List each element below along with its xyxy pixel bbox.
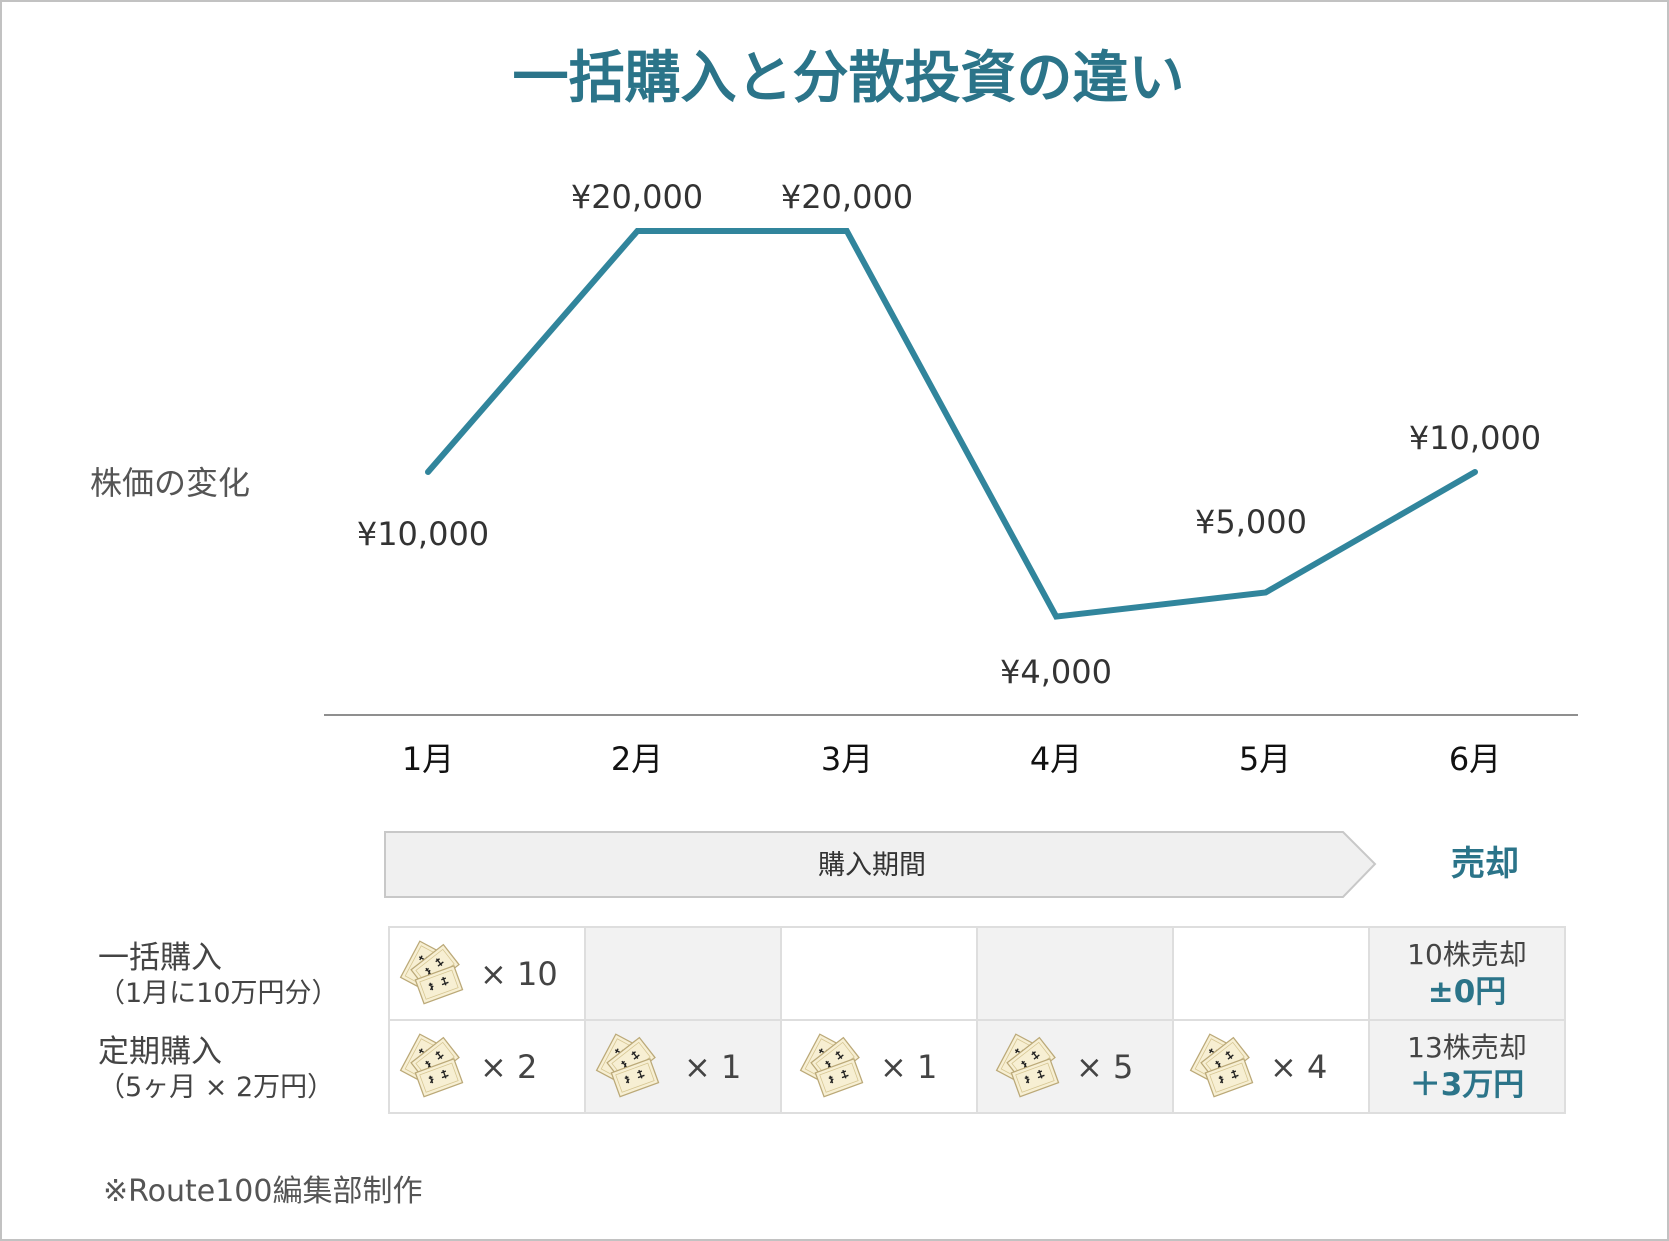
data-label-apr: ¥4,000 xyxy=(1000,653,1112,691)
price-line xyxy=(425,228,1478,620)
stock-certificate-icon xyxy=(994,1030,1072,1104)
row-sublabel-lump-sum: （1月に10万円分） xyxy=(98,978,339,1009)
purchase-count: × 10 xyxy=(480,954,558,993)
cell-mar xyxy=(780,926,978,1021)
cell-sell: 10株売却 ±0円 xyxy=(1368,926,1566,1021)
data-label-jan: ¥10,000 xyxy=(356,515,490,553)
sell-count: 10株売却 xyxy=(1407,937,1527,971)
page-title: 一括購入と分散投資の違い xyxy=(512,46,1185,111)
sell-count: 13株売却 xyxy=(1407,1030,1527,1064)
cell-feb xyxy=(584,926,782,1021)
cell-apr: × 5 xyxy=(976,1019,1174,1114)
stock-certificate-icon xyxy=(594,1030,672,1104)
x-tick-apr: 4月 xyxy=(1029,740,1083,778)
cell-jan: × 10 xyxy=(388,926,586,1021)
cell-feb: × 1 xyxy=(584,1019,782,1114)
x-axis-line xyxy=(324,714,1578,716)
data-label-jun: ¥10,000 xyxy=(1408,419,1542,457)
cell-apr xyxy=(976,926,1174,1021)
sell-result: ＋3万円 xyxy=(1409,1066,1525,1103)
table-row-periodic: × 2 × 1 × 1 × 5 xyxy=(388,1019,1566,1114)
cell-sell: 13株売却 ＋3万円 xyxy=(1368,1019,1566,1114)
row-sublabel-periodic: （5ヶ月 × 2万円） xyxy=(98,1072,335,1103)
x-tick-may: 5月 xyxy=(1238,740,1292,778)
purchase-table: × 10 10株売却 ±0円 × 2 × 1 xyxy=(388,926,1566,1114)
stock-certificate-icon xyxy=(798,1030,876,1104)
data-label-may: ¥5,000 xyxy=(1195,503,1307,541)
chart-y-label: 株価の変化 xyxy=(90,464,251,502)
table-row-lump-sum: × 10 10株売却 ±0円 xyxy=(388,926,1566,1021)
data-label-feb: ¥20,000 xyxy=(570,178,704,216)
purchase-count: × 2 xyxy=(480,1047,538,1086)
purchase-count: × 1 xyxy=(880,1047,938,1086)
stock-certificate-icon xyxy=(398,937,476,1011)
purchase-count: × 5 xyxy=(1076,1047,1134,1086)
data-label-mar: ¥20,000 xyxy=(780,178,914,216)
row-label-lump-sum: 一括購入 xyxy=(98,940,222,976)
cell-may: × 4 xyxy=(1172,1019,1370,1114)
sell-result: ±0円 xyxy=(1427,973,1507,1010)
cell-may xyxy=(1172,926,1370,1021)
x-tick-jun: 6月 xyxy=(1448,740,1502,778)
cell-jan: × 2 xyxy=(388,1019,586,1114)
row-label-periodic: 定期購入 xyxy=(98,1034,222,1070)
sell-label: 売却 xyxy=(1451,844,1519,884)
x-tick-feb: 2月 xyxy=(610,740,664,778)
purchase-count: × 4 xyxy=(1270,1047,1328,1086)
footnote: ※Route100編集部制作 xyxy=(103,1174,423,1209)
stock-certificate-icon xyxy=(1188,1030,1266,1104)
cell-mar: × 1 xyxy=(780,1019,978,1114)
x-tick-mar: 3月 xyxy=(820,740,874,778)
x-tick-jan: 1月 xyxy=(401,740,455,778)
purchase-count: × 1 xyxy=(684,1047,742,1086)
stock-certificate-icon xyxy=(398,1030,476,1104)
purchase-period-label: 購入期間 xyxy=(818,850,926,881)
